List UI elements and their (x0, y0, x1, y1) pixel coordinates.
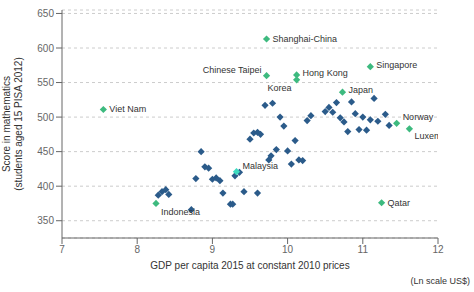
html-text:Score in mathematics: Score in mathematics (1, 75, 12, 173)
svg-text:600: 600 (37, 43, 54, 54)
svg-text:350: 350 (37, 215, 54, 226)
svg-text:12: 12 (432, 244, 444, 255)
svg-text:Shanghai-China: Shanghai-China (273, 34, 338, 44)
svg-text:Japan: Japan (348, 85, 373, 95)
html-text:(Ln scale US$): (Ln scale US$) (410, 276, 470, 286)
svg-text:Korea: Korea (268, 83, 292, 93)
svg-text:Qatar: Qatar (388, 198, 411, 208)
svg-text:Chinese Taipei: Chinese Taipei (203, 65, 262, 75)
svg-text:11: 11 (358, 244, 369, 255)
svg-text:500: 500 (37, 112, 54, 123)
svg-text:Singapore: Singapore (376, 60, 417, 70)
svg-text:8: 8 (134, 244, 140, 255)
svg-text:550: 550 (37, 77, 54, 88)
svg-text:7: 7 (59, 244, 65, 255)
html-text:GDP per capita 2015 at constan: GDP per capita 2015 at constant 2010 pri… (150, 260, 350, 271)
svg-text:Norway: Norway (403, 112, 434, 122)
svg-text:Malaysia: Malaysia (242, 161, 278, 171)
svg-text:650: 650 (37, 8, 54, 19)
svg-text:Hong Kong: Hong Kong (303, 68, 348, 78)
svg-text:Indonesia: Indonesia (161, 207, 200, 217)
svg-text:400: 400 (37, 181, 54, 192)
svg-text:450: 450 (37, 146, 54, 157)
svg-text:Viet Nam: Viet Nam (109, 104, 146, 114)
html-text:(students aged 15 PISA 2012): (students aged 15 PISA 2012) (13, 57, 24, 191)
svg-text:Luxembourg: Luxembourg (414, 131, 438, 141)
svg-text:9: 9 (210, 244, 216, 255)
svg-text:10: 10 (282, 244, 294, 255)
